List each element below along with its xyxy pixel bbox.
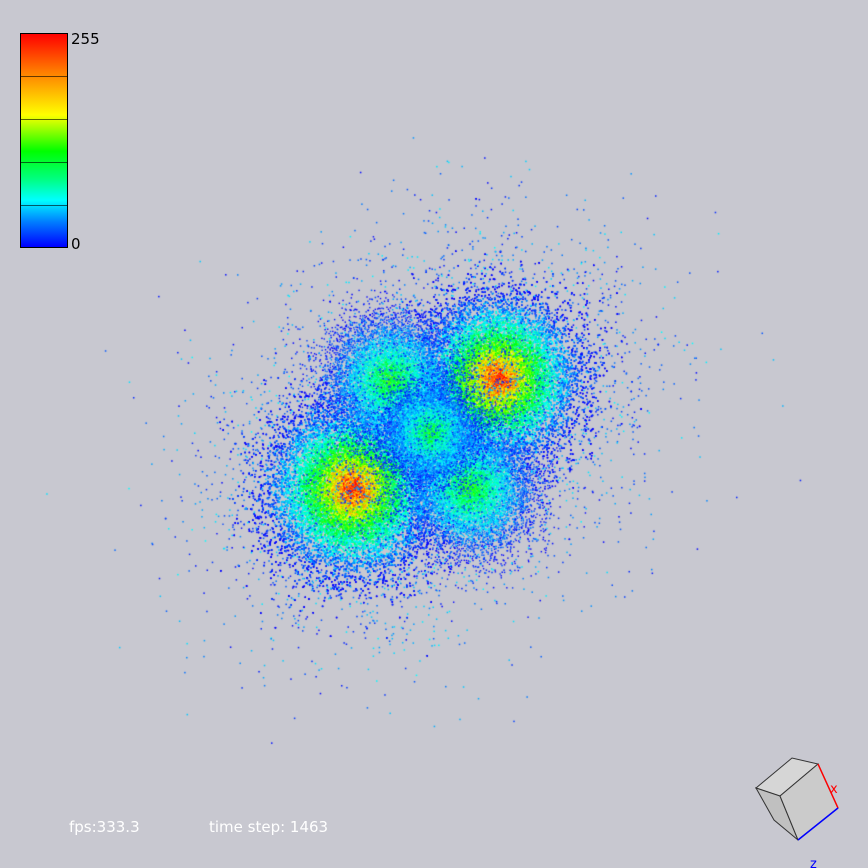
color-scale-divider bbox=[20, 205, 68, 206]
time-step-readout: time step: 1463 bbox=[209, 818, 329, 836]
x-axis-line bbox=[817, 763, 839, 809]
z-axis-label: z bbox=[810, 857, 817, 868]
x-axis-label: x bbox=[830, 782, 838, 797]
color-scale-min-label: 0 bbox=[71, 235, 81, 253]
z-axis-line bbox=[797, 807, 839, 841]
color-scale-divider bbox=[20, 119, 68, 120]
color-scale-gradient bbox=[20, 33, 68, 248]
color-scale-divider bbox=[20, 162, 68, 163]
orientation-cube-icon[interactable]: x z bbox=[748, 750, 858, 868]
color-scale-max-label: 255 bbox=[71, 30, 100, 48]
color-scale-divider bbox=[20, 76, 68, 77]
fps-readout: fps:333.3 bbox=[69, 818, 140, 836]
color-scale-bar bbox=[20, 33, 68, 248]
